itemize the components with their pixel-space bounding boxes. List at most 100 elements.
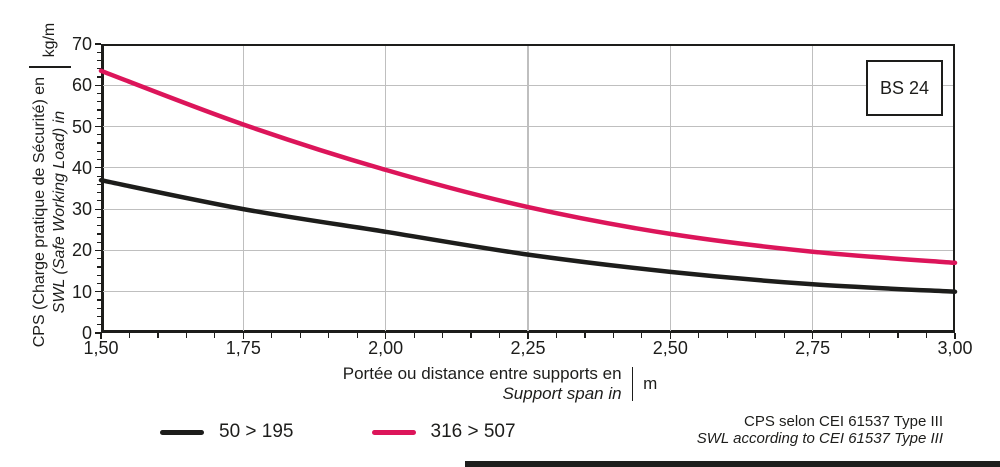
y-axis-tick bbox=[96, 274, 101, 276]
standard-footnote-en: SWL according to CEI 61537 Type III bbox=[696, 430, 943, 448]
x-axis-tick bbox=[698, 333, 700, 338]
x-axis-tick bbox=[755, 333, 757, 338]
grid-line-vertical bbox=[527, 46, 529, 331]
y-tick-label: 30 bbox=[71, 199, 92, 220]
x-axis-tick bbox=[555, 333, 558, 338]
y-axis-tick bbox=[96, 233, 101, 235]
y-axis-tick bbox=[96, 216, 101, 218]
y-axis-tick bbox=[95, 167, 101, 169]
x-axis-tick bbox=[641, 333, 643, 338]
y-tick-label: 60 bbox=[71, 75, 92, 96]
y-axis-tick bbox=[96, 175, 101, 177]
x-axis-tick bbox=[840, 333, 842, 338]
curves-layer bbox=[98, 68, 958, 294]
y-tick-label: 10 bbox=[71, 281, 92, 302]
x-axis-title: Portée ou distance entre supports en Sup… bbox=[0, 364, 1000, 404]
y-axis-title: CPS (Charge pratique de Sécurité) en SWL… bbox=[18, 5, 82, 365]
x-axis-tick bbox=[954, 333, 956, 339]
y-axis-tick bbox=[96, 192, 101, 194]
y-axis-tick bbox=[95, 291, 101, 293]
y-axis-tick bbox=[96, 92, 101, 95]
y-axis-tick bbox=[96, 76, 101, 78]
x-tick-label: 1,50 bbox=[83, 338, 119, 358]
x-axis-unit-divider bbox=[631, 367, 634, 402]
grid-line-vertical bbox=[812, 46, 814, 331]
y-axis-tick bbox=[96, 324, 101, 326]
y-axis-tick bbox=[95, 125, 101, 128]
y-axis-tick bbox=[96, 225, 101, 227]
y-tick-label: 50 bbox=[71, 116, 92, 137]
x-axis-label-fr: Portée ou distance entre supports en bbox=[342, 364, 622, 383]
x-axis-title-text: Portée ou distance entre supports en Sup… bbox=[343, 364, 622, 404]
x-tick-label: 1,75 bbox=[225, 338, 261, 358]
y-axis-tick bbox=[95, 249, 101, 252]
x-tick-label: 3,00 bbox=[937, 338, 973, 358]
legend: 50 > 195 316 > 507 bbox=[160, 420, 516, 444]
x-axis-tick bbox=[128, 333, 131, 338]
x-axis-tick bbox=[897, 333, 899, 338]
y-axis-tick bbox=[96, 134, 101, 136]
x-axis-tick bbox=[100, 333, 102, 339]
y-axis-unit-divider bbox=[29, 66, 71, 68]
y-axis-tick bbox=[96, 266, 101, 268]
x-axis-tick bbox=[185, 333, 187, 338]
x-axis-unit: m bbox=[643, 374, 658, 394]
curve-316-507 bbox=[98, 68, 958, 266]
legend-label: 316 > 507 bbox=[430, 421, 516, 442]
y-axis-tick bbox=[95, 84, 101, 86]
x-axis-tick bbox=[925, 333, 928, 338]
x-axis-tick bbox=[812, 333, 814, 339]
x-axis-tick bbox=[242, 333, 244, 339]
y-axis-tick bbox=[96, 307, 101, 309]
y-axis-tick bbox=[96, 183, 101, 185]
x-axis-tick bbox=[669, 333, 671, 339]
standard-footnote: CPS selon CEI 61537 Type III SWL accordi… bbox=[697, 413, 943, 448]
y-axis-tick bbox=[96, 150, 101, 152]
grid-line-vertical bbox=[669, 46, 671, 331]
curve-50-195 bbox=[98, 177, 958, 294]
y-axis-tick bbox=[96, 51, 101, 53]
y-axis-tick bbox=[96, 59, 101, 62]
x-axis-tick bbox=[584, 333, 586, 338]
standard-footnote-fr: CPS selon CEI 61537 Type III bbox=[743, 413, 943, 430]
x-tick-label: 2,25 bbox=[510, 338, 546, 358]
y-tick-label: 70 bbox=[71, 34, 92, 54]
y-tick-label: 20 bbox=[71, 240, 92, 261]
y-axis-tick bbox=[96, 109, 101, 111]
x-tick-label: 2,50 bbox=[652, 338, 688, 358]
y-axis-tick bbox=[96, 68, 101, 70]
y-axis-tick bbox=[95, 332, 101, 334]
x-tick-label: 2,00 bbox=[368, 338, 404, 358]
legend-item: 316 > 507 bbox=[371, 421, 516, 443]
y-axis-tick bbox=[96, 315, 101, 318]
grid-line-vertical bbox=[242, 46, 244, 331]
y-axis-tick bbox=[96, 282, 101, 285]
x-axis-tick bbox=[527, 333, 529, 339]
x-axis-tick bbox=[442, 333, 444, 338]
legend-line-swatch bbox=[160, 429, 204, 435]
x-axis-tick bbox=[385, 333, 387, 339]
y-axis-tick bbox=[95, 208, 101, 210]
x-axis-tick bbox=[869, 333, 871, 338]
x-axis-tick bbox=[157, 333, 159, 338]
y-axis-tick bbox=[96, 117, 101, 119]
y-axis-tick bbox=[96, 299, 101, 301]
x-axis-tick bbox=[356, 333, 358, 338]
y-axis-tick bbox=[96, 241, 101, 243]
y-axis-tick bbox=[96, 101, 101, 103]
legend-label: 50 > 195 bbox=[219, 421, 294, 442]
y-axis-tick bbox=[96, 159, 101, 161]
x-axis-label-en: Support span in bbox=[502, 384, 622, 404]
legend-line-swatch bbox=[371, 429, 416, 435]
reference-badge: BS 24 bbox=[866, 60, 943, 116]
y-axis-tick bbox=[95, 43, 101, 45]
x-axis-tick bbox=[498, 333, 501, 338]
x-axis-tick bbox=[470, 333, 472, 338]
x-axis-tick bbox=[299, 333, 301, 338]
x-tick-label: 2,75 bbox=[795, 338, 831, 358]
grid-line-vertical bbox=[385, 46, 387, 331]
y-axis-tick bbox=[96, 258, 101, 260]
legend-item: 50 > 195 bbox=[160, 421, 294, 443]
y-tick-label: 40 bbox=[71, 157, 92, 178]
